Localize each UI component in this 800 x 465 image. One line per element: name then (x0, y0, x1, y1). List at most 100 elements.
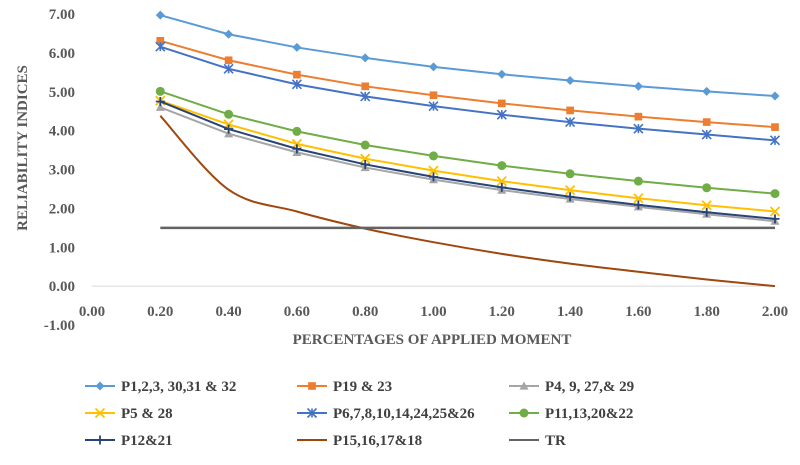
data-point (770, 91, 780, 101)
data-point (361, 82, 370, 91)
series-line (159, 106, 776, 223)
series-0 (155, 10, 780, 101)
data-point (564, 184, 576, 196)
data-point (155, 10, 165, 20)
series-line (160, 14, 776, 98)
data-point (497, 161, 507, 171)
y-tick-label: -1.00 (44, 318, 75, 334)
y-tick-label: 3.00 (49, 163, 75, 179)
data-point (701, 129, 712, 140)
series-line (159, 100, 776, 220)
data-point (769, 206, 781, 217)
data-point (497, 182, 507, 192)
data-point (223, 63, 234, 74)
legend-item: P19 & 23 (297, 379, 392, 395)
data-point (566, 106, 574, 115)
x-axis-title: PERCENTAGES OF APPLIED MOMENT (293, 332, 572, 348)
series-1 (156, 36, 779, 131)
y-tick-label: 0.00 (49, 279, 75, 295)
data-point (702, 183, 712, 193)
legend-item: P11,13,20&22 (509, 406, 633, 422)
series-7 (159, 115, 776, 288)
data-point (565, 192, 575, 202)
legend-label: P15,16,17&18 (333, 433, 422, 449)
legend-label: P11,13,20&22 (545, 406, 633, 422)
data-point (292, 42, 302, 52)
y-tick-label: 5.00 (49, 85, 75, 101)
y-tick-label: 7.00 (49, 7, 75, 23)
data-point (155, 102, 165, 111)
x-tick-label: 0.00 (79, 304, 105, 320)
legend-item: P6,7,8,10,14,24,25&26 (297, 406, 475, 422)
data-point (428, 101, 439, 112)
data-point (702, 118, 711, 126)
data-point (770, 214, 780, 224)
legend: P1,2,3, 30,31 & 32 P19 & 23 P4, 9, 27,& 29… (85, 379, 634, 449)
data-point (360, 53, 370, 63)
y-tick-label: 2.00 (49, 201, 75, 217)
data-point (155, 86, 165, 96)
legend-label: P6,7,8,10,14,24,25&26 (333, 406, 475, 422)
legend-marker (308, 382, 316, 390)
plot-area (92, 10, 781, 288)
data-point (429, 62, 438, 72)
data-point (702, 86, 712, 96)
series-4 (155, 41, 781, 146)
legend-marker (94, 407, 106, 419)
data-point (292, 144, 302, 154)
data-point (428, 165, 439, 176)
legend-marker (95, 381, 105, 391)
data-point (360, 140, 370, 150)
legend-label: P4, 9, 27,& 29 (545, 379, 634, 395)
data-point (565, 169, 575, 179)
legend-item: P5 & 28 (85, 406, 173, 422)
legend-marker (519, 381, 529, 390)
legend-marker (519, 408, 529, 418)
legend-label: P12&21 (121, 433, 173, 449)
legend-label: P5 & 28 (121, 406, 173, 422)
data-point (633, 123, 644, 134)
data-point (156, 36, 165, 45)
data-point (224, 29, 234, 39)
x-tick-label: 1.60 (625, 304, 651, 320)
data-point (360, 91, 371, 102)
data-point (224, 124, 234, 134)
data-point (224, 56, 233, 65)
data-point (565, 117, 576, 128)
series-5 (155, 86, 780, 199)
series-line (159, 99, 776, 213)
data-point (496, 176, 507, 187)
data-point (565, 75, 575, 85)
legend-item: TR (509, 433, 566, 449)
data-point (633, 176, 643, 186)
y-tick-label: 4.00 (49, 124, 75, 140)
series-line (159, 45, 776, 142)
data-point (633, 193, 644, 204)
legend-label: P1,2,3, 30,31 & 32 (121, 379, 236, 395)
data-point (429, 151, 438, 161)
x-tick-label: 0.80 (352, 304, 378, 320)
series-line (159, 90, 776, 195)
x-axis-ticks: 0.00 0.20 0.40 0.60 0.80 1.00 1.20 1.40 1.60 1.80… (79, 304, 788, 320)
data-point (497, 69, 507, 79)
data-point (633, 200, 643, 210)
y-axis-title: RELIABILITY INDICES (15, 65, 31, 231)
x-tick-label: 1.20 (489, 304, 515, 320)
data-point (633, 81, 643, 91)
data-point (429, 172, 438, 182)
y-tick-label: 6.00 (49, 46, 75, 62)
data-point (770, 189, 780, 199)
data-point (291, 138, 303, 149)
data-point (701, 200, 712, 211)
data-point (429, 91, 438, 100)
data-point (702, 207, 712, 217)
legend-item: P4, 9, 27,& 29 (509, 379, 634, 395)
data-point (496, 109, 507, 120)
series-6 (155, 96, 780, 224)
x-tick-label: 0.40 (215, 304, 241, 320)
data-point (769, 135, 781, 146)
x-tick-label: 0.20 (147, 304, 173, 320)
x-tick-label: 2.00 (762, 304, 788, 320)
legend-item: P1,2,3, 30,31 & 32 (85, 379, 236, 395)
y-tick-label: 1.00 (49, 240, 75, 256)
